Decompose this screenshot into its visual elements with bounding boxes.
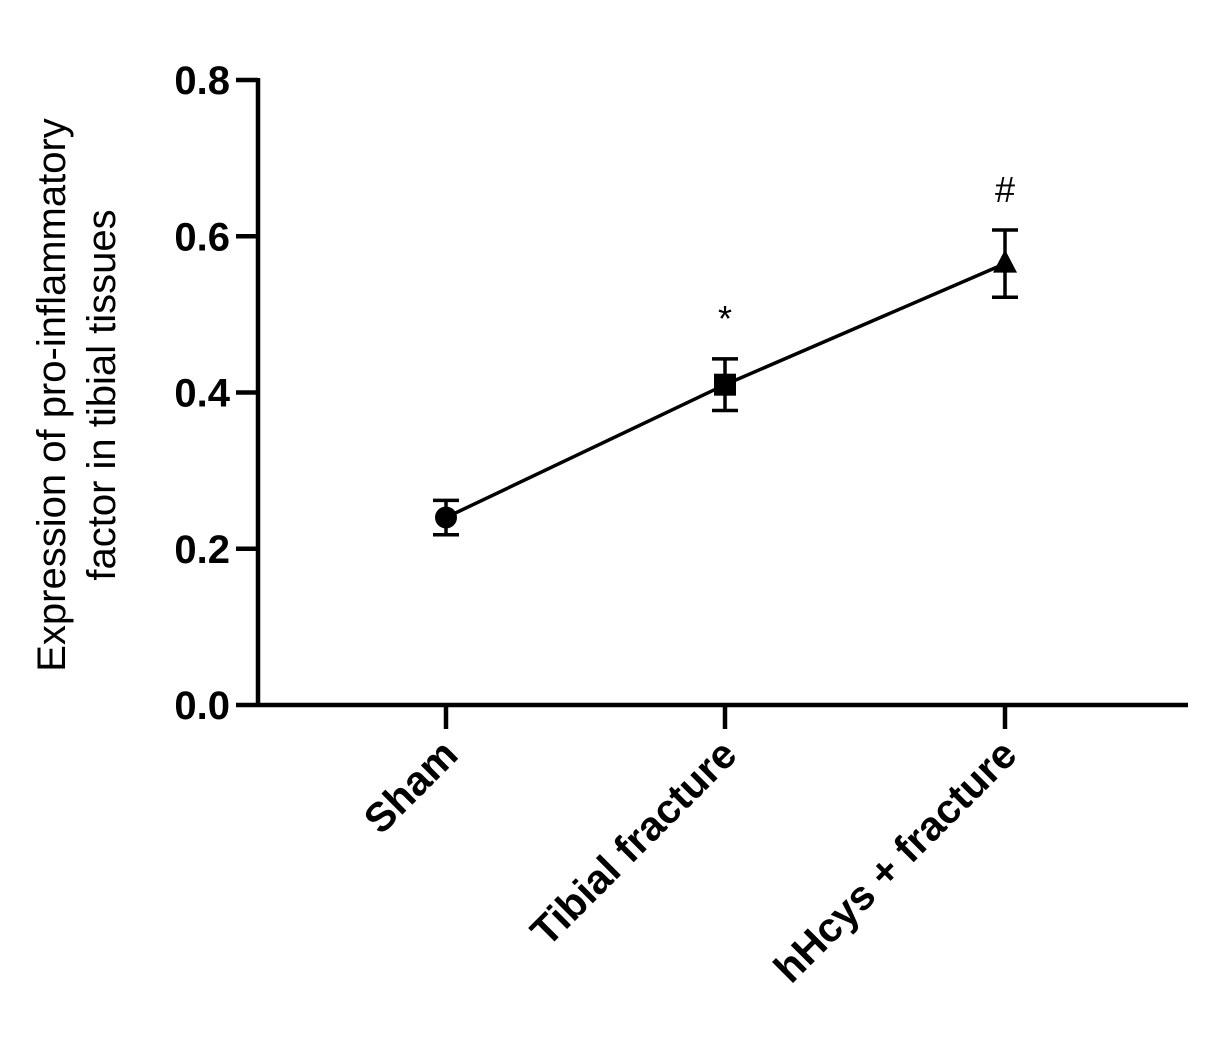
x-tick-label: Sham [355,731,466,842]
y-tick-label: 0.6 [174,215,230,259]
y-tick-label: 0.0 [174,684,230,728]
series: *# [433,169,1018,537]
significance-marker: * [718,298,732,339]
data-point [993,249,1017,273]
data-point [435,506,457,529]
y-axis-title: Expression of pro-inflammatory factor in… [30,118,124,672]
y-tick-label: 0.2 [174,528,230,572]
x-tick-label: Tibial fracture [522,731,746,955]
y-axis-title-line-2: factor in tibial tissues [80,209,124,580]
x-ticks: Sham Tibial fracture hHcys + fracture [355,705,1025,991]
y-axis-title-line-1: Expression of pro-inflammatory [30,118,74,672]
data-point [714,373,736,396]
y-tick-label: 0.4 [174,372,230,416]
x-tick-label: hHcys + fracture [765,731,1026,992]
significance-marker: # [995,169,1015,210]
y-tick-label: 0.8 [174,59,230,103]
y-ticks: 0.0 0.2 0.4 0.6 0.8 [174,59,258,728]
